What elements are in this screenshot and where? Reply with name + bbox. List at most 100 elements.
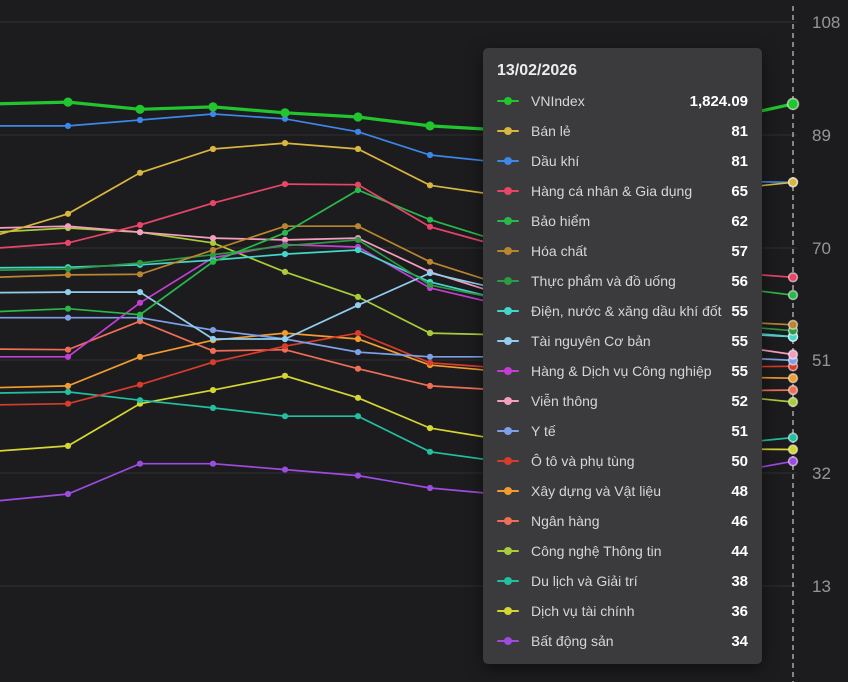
data-point xyxy=(281,372,289,379)
data-point xyxy=(136,221,144,229)
y-axis-tick-label: 51 xyxy=(812,351,831,370)
data-point xyxy=(209,387,217,394)
data-point xyxy=(354,365,362,372)
data-point xyxy=(281,223,289,230)
tooltip-row: Hàng & Dịch vụ Công nghiệp 55 xyxy=(497,356,748,386)
crosshair-point xyxy=(787,444,799,455)
tooltip-series-value: 36 xyxy=(731,602,748,620)
data-point xyxy=(426,281,434,289)
marker-dot xyxy=(504,337,512,345)
tooltip-row: Ô tô và phụ tùng 50 xyxy=(497,446,748,476)
data-point xyxy=(208,102,218,112)
data-point xyxy=(136,311,144,318)
crosshair-point xyxy=(787,396,799,408)
data-point xyxy=(64,289,72,296)
data-point xyxy=(281,343,289,350)
tooltip-series-label: Hóa chất xyxy=(531,243,588,259)
data-point xyxy=(209,246,217,254)
data-point xyxy=(136,259,144,267)
data-point xyxy=(354,413,362,420)
crosshair-point xyxy=(787,289,799,301)
series-marker-icon xyxy=(497,336,519,346)
tooltip-series-label: Thực phẩm và đồ uống xyxy=(531,273,676,289)
tooltip-row: Tài nguyên Cơ bản 55 xyxy=(497,326,748,356)
data-point xyxy=(136,116,144,124)
tooltip-series-label: Ngân hàng xyxy=(531,513,600,529)
tooltip-row: Viễn thông 52 xyxy=(497,386,748,416)
data-point xyxy=(354,246,362,254)
data-point xyxy=(64,265,72,273)
data-point xyxy=(281,181,289,188)
tooltip-series-value: 48 xyxy=(731,482,748,500)
tooltip-series-label: Xây dựng và Vật liệu xyxy=(531,483,662,499)
series-marker-icon xyxy=(497,606,519,616)
tooltip-series-value: 51 xyxy=(731,422,748,440)
data-point xyxy=(64,346,72,353)
data-point xyxy=(209,335,217,343)
tooltip-series-label: Viễn thông xyxy=(531,393,598,409)
marker-dot xyxy=(504,547,512,555)
y-axis-tick-label: 70 xyxy=(812,239,831,258)
data-point xyxy=(64,442,72,449)
marker-dot xyxy=(504,367,512,375)
tooltip-series-value: 44 xyxy=(731,542,748,560)
data-point xyxy=(354,472,362,479)
series-marker-icon xyxy=(497,576,519,586)
tooltip-series-label: Hàng & Dịch vụ Công nghiệp xyxy=(531,363,712,379)
data-point xyxy=(135,104,145,114)
marker-dot xyxy=(504,247,512,255)
tooltip-row: Dịch vụ tài chính 36 xyxy=(497,596,748,626)
data-point xyxy=(354,349,362,356)
crosshair-point xyxy=(787,373,799,384)
tooltip-series-value: 46 xyxy=(731,512,748,530)
series-marker-icon xyxy=(497,456,519,466)
data-point xyxy=(209,251,217,258)
tooltip-series-value: 57 xyxy=(731,242,748,260)
data-point xyxy=(426,330,434,337)
tooltip-series-label: Bảo hiểm xyxy=(531,213,591,229)
tooltip-series-label: Dịch vụ tài chính xyxy=(531,603,635,619)
data-point xyxy=(136,299,144,306)
series-marker-icon xyxy=(497,246,519,256)
crosshair-point xyxy=(787,272,799,283)
data-point xyxy=(354,302,362,309)
tooltip-series-label: Điện, nước & xăng dầu khí đốt xyxy=(531,303,722,319)
marker-dot xyxy=(504,187,512,195)
tooltip-series-label: Bán lẻ xyxy=(531,123,571,139)
tooltip-row: Hóa chất 57 xyxy=(497,236,748,266)
data-point xyxy=(281,242,289,249)
tooltip-series-label: Du lịch và Giải trí xyxy=(531,573,638,589)
tooltip-series-label: Công nghệ Thông tin xyxy=(531,543,662,559)
data-point xyxy=(209,404,217,411)
crosshair-point xyxy=(787,384,799,396)
data-point xyxy=(354,223,362,230)
crosshair-point xyxy=(787,319,799,330)
data-point xyxy=(136,169,144,176)
tooltip-series-value: 55 xyxy=(731,362,748,380)
data-point xyxy=(64,388,72,395)
data-point xyxy=(209,239,217,246)
data-point xyxy=(281,115,289,122)
data-point xyxy=(64,353,72,360)
data-point xyxy=(426,258,434,265)
marker-dot xyxy=(504,277,512,285)
data-point xyxy=(354,128,362,135)
data-point xyxy=(354,330,362,337)
y-axis-tick-label: 89 xyxy=(812,126,831,145)
data-point xyxy=(353,112,363,122)
tooltip-row: Xây dựng và Vật liệu 48 xyxy=(497,476,748,506)
data-point xyxy=(426,425,434,432)
data-point xyxy=(281,413,289,420)
tooltip-series-label: Tài nguyên Cơ bản xyxy=(531,333,651,349)
series-marker-icon xyxy=(497,516,519,526)
tooltip-series-value: 81 xyxy=(731,122,748,140)
tooltip-row: Công nghệ Thông tin 44 xyxy=(497,536,748,566)
data-point xyxy=(281,466,289,473)
data-point xyxy=(426,353,434,360)
data-point xyxy=(281,335,289,343)
tooltip-series-value: 34 xyxy=(731,632,748,650)
tooltip-row: Điện, nước & xăng dầu khí đốt 55 xyxy=(497,296,748,326)
series-marker-icon xyxy=(497,216,519,226)
tooltip-row: Thực phẩm và đồ uống 56 xyxy=(497,266,748,296)
